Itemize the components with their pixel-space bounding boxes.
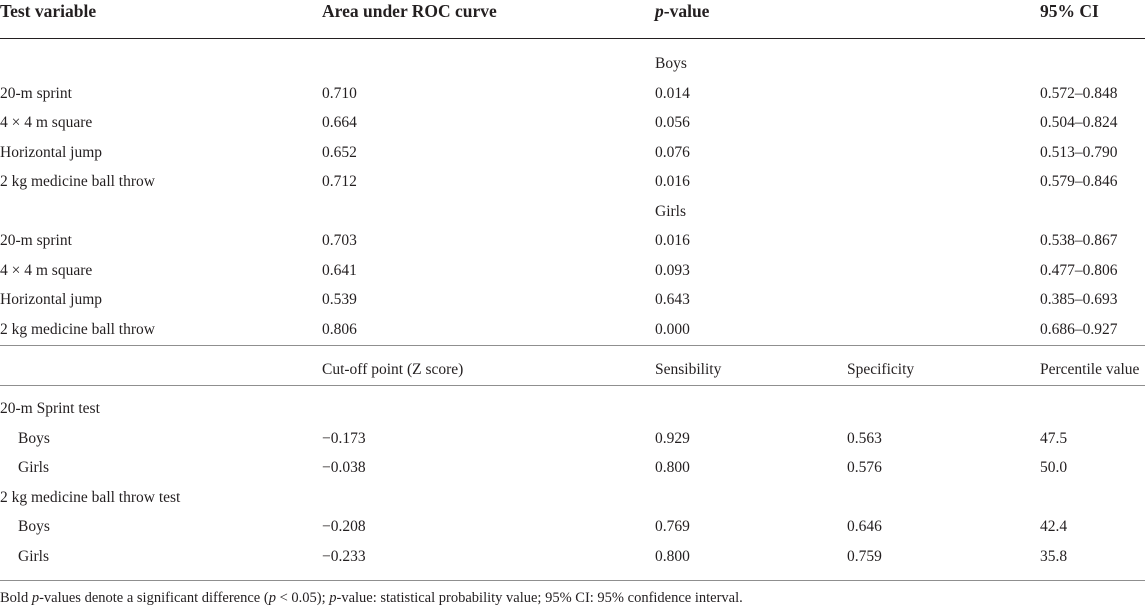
- test-variable-cell: 4 × 4 m square: [0, 261, 93, 279]
- sensibility-cell: 0.929: [655, 429, 690, 447]
- test-variable-cell: 4 × 4 m square: [0, 114, 93, 131]
- auc-cell: 0.652: [322, 143, 357, 161]
- auc-cell: 0.710: [322, 84, 357, 102]
- ci-cell: 0.385–0.693: [1040, 291, 1118, 308]
- footnote-part: Bold: [0, 590, 32, 606]
- ci-cell: 0.513–0.790: [1040, 143, 1118, 161]
- percentile-cell: 42.4: [1040, 518, 1068, 535]
- percentile-cell: 50.0: [1040, 459, 1068, 476]
- header-ci: 95% CI: [1040, 1, 1099, 21]
- percentile-cell: 35.8: [1040, 547, 1068, 565]
- test-variable-cell: 2 kg medicine ball throw: [0, 320, 155, 338]
- p-value-cell: 0.014: [655, 84, 690, 102]
- auc-cell: 0.806: [322, 320, 357, 338]
- header-p-rest: -value: [663, 1, 710, 21]
- p-value-cell: 0.016: [655, 232, 690, 249]
- footnote-part: -values denote a significant difference …: [39, 590, 269, 606]
- cutoff-header-rule: [0, 385, 1145, 386]
- auc-cell: 0.664: [322, 114, 357, 131]
- sex-cell: Girls: [18, 547, 49, 565]
- auc-cell: 0.712: [322, 173, 357, 190]
- test-variable-cell: 20-m sprint: [0, 84, 72, 102]
- test-variable-cell: 2 kg medicine ball throw: [0, 173, 155, 190]
- auc-cell: 0.703: [322, 232, 357, 249]
- table-footnote: Bold p-values denote a significant diffe…: [0, 590, 743, 607]
- ci-cell: 0.477–0.806: [1040, 261, 1118, 279]
- ci-cell: 0.504–0.824: [1040, 114, 1118, 131]
- p-value-cell: 0.000: [655, 320, 690, 338]
- p-value-cell: 0.056: [655, 114, 690, 131]
- ci-cell: 0.686–0.927: [1040, 320, 1118, 338]
- footnote-part: < 0.05);: [275, 590, 330, 606]
- test-variable-cell: 20-m sprint: [0, 232, 72, 249]
- group-label: Boys: [655, 55, 687, 72]
- header-percentile: Percentile value: [1040, 361, 1140, 378]
- footnote-part: -value: statistical probability value; 9…: [336, 590, 743, 606]
- test-variable-cell: Horizontal jump: [0, 291, 103, 308]
- percentile-cell: 47.5: [1040, 429, 1068, 447]
- footnote-italic: p: [329, 590, 337, 606]
- test-variable-cell: Horizontal jump: [0, 143, 103, 161]
- bottom-rule: [0, 580, 1145, 581]
- footnote-italic: p: [31, 590, 40, 606]
- ci-cell: 0.572–0.848: [1040, 84, 1118, 102]
- cutoff-cell: −0.038: [322, 459, 366, 476]
- group-label: Girls: [655, 202, 686, 220]
- specificity-cell: 0.576: [847, 459, 882, 476]
- header-p-italic: p: [655, 1, 664, 21]
- ci-cell: 0.579–0.846: [1040, 173, 1118, 190]
- section-rule: [0, 345, 1145, 346]
- p-value-cell: 0.016: [655, 173, 690, 190]
- cutoff-cell: −0.173: [322, 429, 366, 447]
- sex-cell: Girls: [18, 459, 49, 476]
- specificity-cell: 0.646: [847, 518, 882, 535]
- specificity-cell: 0.759: [847, 547, 882, 565]
- footnote-italic: p: [268, 590, 276, 606]
- ci-cell: 0.538–0.867: [1040, 232, 1118, 249]
- auc-cell: 0.539: [322, 291, 357, 308]
- cutoff-cell: −0.233: [322, 547, 366, 565]
- p-value-cell: 0.076: [655, 143, 690, 161]
- auc-cell: 0.641: [322, 261, 357, 279]
- specificity-cell: 0.563: [847, 429, 882, 447]
- sensibility-cell: 0.769: [655, 518, 690, 535]
- header-specificity: Specificity: [847, 361, 915, 378]
- sex-cell: Boys: [18, 518, 50, 535]
- header-auc: Area under ROC curve: [322, 1, 497, 21]
- sex-cell: Boys: [18, 429, 50, 447]
- cutoff-test-label: 2 kg medicine ball throw test: [0, 488, 181, 506]
- header-p-value: p-value: [655, 1, 709, 21]
- p-value-cell: 0.643: [655, 291, 690, 308]
- header-sensibility: Sensibility: [655, 361, 722, 378]
- p-value-cell: 0.093: [655, 261, 690, 279]
- sensibility-cell: 0.800: [655, 547, 690, 565]
- sensibility-cell: 0.800: [655, 459, 690, 476]
- cutoff-cell: −0.208: [322, 518, 366, 535]
- header-test-variable: Test variable: [0, 1, 97, 21]
- header-cutoff: Cut-off point (Z score): [322, 361, 464, 378]
- cutoff-test-label: 20-m Sprint test: [0, 400, 100, 417]
- top-rule: [0, 38, 1145, 39]
